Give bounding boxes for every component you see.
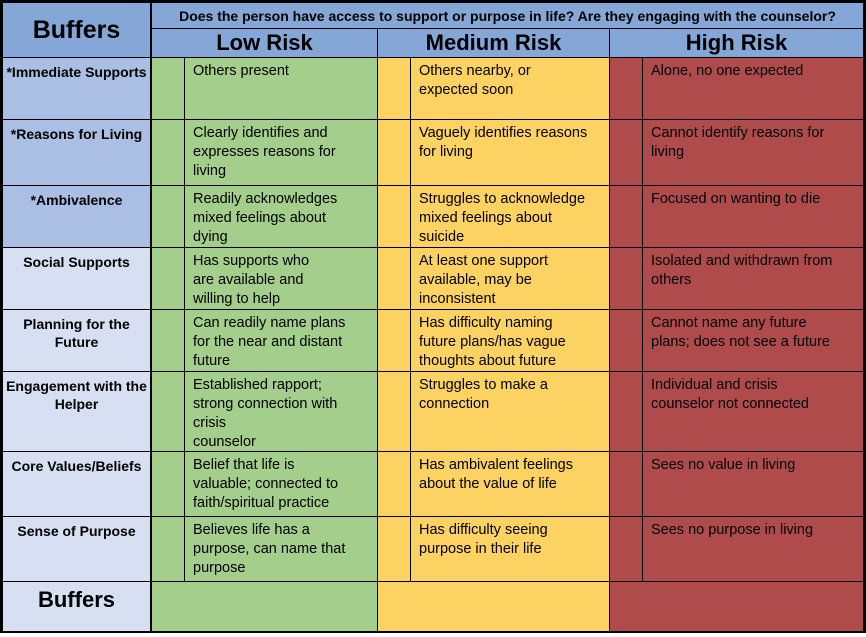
social-supports-low-cell: Has supports who are available and willi…	[185, 248, 378, 310]
ambivalence-low-color-strip	[152, 186, 185, 248]
reasons-for-living-low-cell: Clearly identifies and expresses reasons…	[185, 120, 378, 186]
immediate-supports-label: *Immediate Supports	[3, 58, 152, 120]
planning-future-low-color-strip	[152, 310, 185, 372]
header-question: Does the person have access to support o…	[152, 3, 863, 29]
engagement-helper-medium-cell: Struggles to make a connection	[411, 372, 610, 452]
ambivalence-label: *Ambivalence	[3, 186, 152, 248]
immediate-supports-medium-color-strip	[378, 58, 411, 120]
planning-future-medium-color-strip	[378, 310, 411, 372]
reasons-for-living-medium-cell: Vaguely identifies reasons for living	[411, 120, 610, 186]
core-values-low-color-strip	[152, 452, 185, 517]
ambivalence-medium-cell: Struggles to acknowledge mixed feelings …	[411, 186, 610, 248]
ambivalence-high-color-strip	[610, 186, 643, 248]
planning-future-medium-cell: Has difficulty naming future plans/has v…	[411, 310, 610, 372]
immediate-supports-high-cell: Alone, no one expected	[643, 58, 863, 120]
immediate-supports-high-color-strip	[610, 58, 643, 120]
planning-future-label: Planning for the Future	[3, 310, 152, 372]
engagement-helper-medium-color-strip	[378, 372, 411, 452]
sense-of-purpose-medium-cell: Has difficulty seeing purpose in their l…	[411, 517, 610, 582]
engagement-helper-high-color-strip	[610, 372, 643, 452]
ambivalence-high-cell: Focused on wanting to die	[643, 186, 863, 248]
social-supports-low-color-strip	[152, 248, 185, 310]
core-values-high-color-strip	[610, 452, 643, 517]
core-values-low-cell: Belief that life is valuable; connected …	[185, 452, 378, 517]
ambivalence-low-cell: Readily acknowledges mixed feelings abou…	[185, 186, 378, 248]
core-values-high-cell: Sees no value in living	[643, 452, 863, 517]
footer-medium-risk-color-bar	[378, 582, 610, 631]
reasons-for-living-low-color-strip	[152, 120, 185, 186]
sense-of-purpose-low-color-strip	[152, 517, 185, 582]
corner-buffers-title: Buffers	[3, 3, 152, 58]
planning-future-high-cell: Cannot name any future plans; does not s…	[643, 310, 863, 372]
column-header-low-risk: Low Risk	[152, 29, 378, 58]
reasons-for-living-high-color-strip	[610, 120, 643, 186]
reasons-for-living-label: *Reasons for Living	[3, 120, 152, 186]
immediate-supports-low-color-strip	[152, 58, 185, 120]
social-supports-label: Social Supports	[3, 248, 152, 310]
planning-future-low-cell: Can readily name plans for the near and …	[185, 310, 378, 372]
ambivalence-medium-color-strip	[378, 186, 411, 248]
core-values-label: Core Values/Beliefs	[3, 452, 152, 517]
sense-of-purpose-high-color-strip	[610, 517, 643, 582]
reasons-for-living-medium-color-strip	[378, 120, 411, 186]
sense-of-purpose-medium-color-strip	[378, 517, 411, 582]
reasons-for-living-high-cell: Cannot identify reasons for living	[643, 120, 863, 186]
sense-of-purpose-label: Sense of Purpose	[3, 517, 152, 582]
engagement-helper-high-cell: Individual and crisis counselor not conn…	[643, 372, 863, 452]
sense-of-purpose-low-cell: Believes life has a purpose, can name th…	[185, 517, 378, 582]
footer-buffers-title: Buffers	[3, 582, 152, 631]
social-supports-high-cell: Isolated and withdrawn from others	[643, 248, 863, 310]
engagement-helper-low-color-strip	[152, 372, 185, 452]
social-supports-medium-color-strip	[378, 248, 411, 310]
core-values-medium-cell: Has ambivalent feelings about the value …	[411, 452, 610, 517]
engagement-helper-label: Engagement with the Helper	[3, 372, 152, 452]
immediate-supports-low-cell: Others present	[185, 58, 378, 120]
footer-high-risk-color-bar	[610, 582, 863, 631]
core-values-medium-color-strip	[378, 452, 411, 517]
sense-of-purpose-high-cell: Sees no purpose in living	[643, 517, 863, 582]
column-header-high-risk: High Risk	[610, 29, 863, 58]
social-supports-medium-cell: At least one support available, may be i…	[411, 248, 610, 310]
column-header-medium-risk: Medium Risk	[378, 29, 610, 58]
engagement-helper-low-cell: Established rapport; strong connection w…	[185, 372, 378, 452]
social-supports-high-color-strip	[610, 248, 643, 310]
planning-future-high-color-strip	[610, 310, 643, 372]
footer-low-risk-color-bar	[152, 582, 378, 631]
immediate-supports-medium-cell: Others nearby, or expected soon	[411, 58, 610, 120]
